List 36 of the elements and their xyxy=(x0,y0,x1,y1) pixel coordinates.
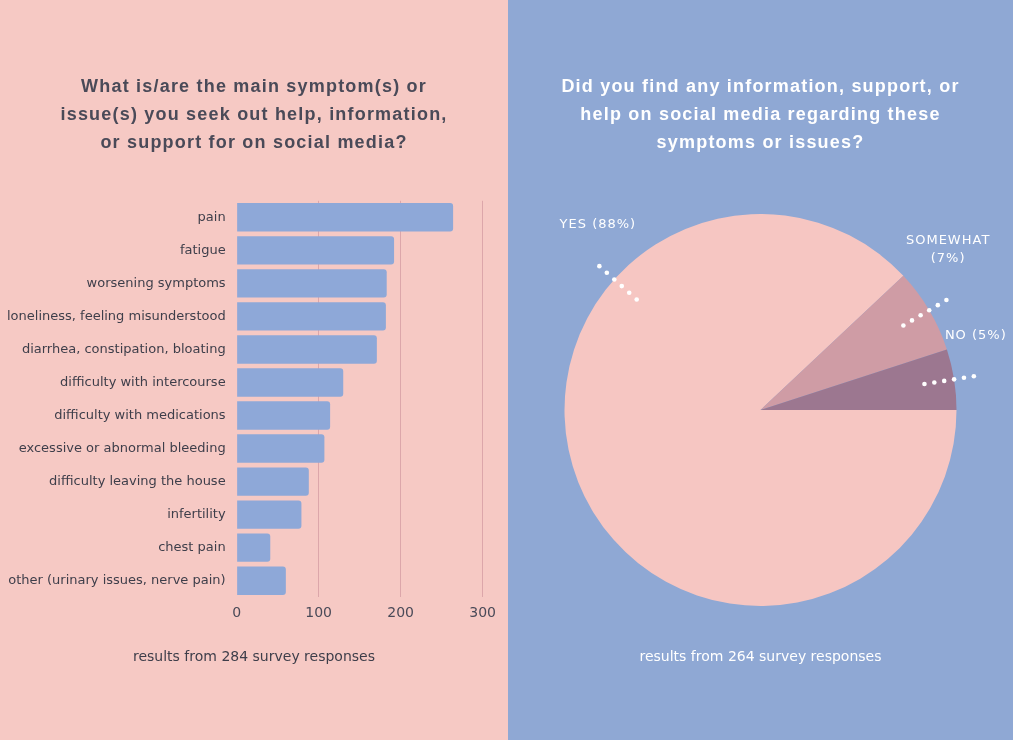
y-tick-label: fatigue xyxy=(179,241,226,257)
text: results from 264 survey responses xyxy=(638,648,883,664)
text: results from 284 survey responses xyxy=(132,648,376,664)
x-tick-label: 100 xyxy=(305,604,333,621)
x-tick-label: 200 xyxy=(387,604,415,621)
x-tick-label: 0 xyxy=(232,604,242,621)
slice-label: NO (5%) xyxy=(944,326,1007,342)
bar xyxy=(237,269,387,298)
bar xyxy=(237,203,454,232)
x-tick-label: 300 xyxy=(469,604,497,621)
data-label: (7%) xyxy=(930,249,966,265)
y-tick-label: diarrhea, constipation, bloating xyxy=(21,340,226,356)
bar xyxy=(237,533,271,562)
bar xyxy=(237,236,395,265)
y-tick-label: difficulty with intercourse xyxy=(60,373,226,389)
y-tick-label: difficulty leaving the house xyxy=(49,472,226,488)
y-tick-label: difficulty with medications xyxy=(54,406,226,422)
y-tick-label: loneliness, feeling misunderstood xyxy=(6,307,226,323)
bar xyxy=(237,335,377,364)
y-tick-label: worsening symptoms xyxy=(86,274,226,290)
bar xyxy=(237,302,386,331)
slice-label: SOMEWHAT xyxy=(905,231,991,247)
bar xyxy=(237,368,344,397)
bar xyxy=(237,434,325,463)
y-tick-label: other (urinary issues, nerve pain) xyxy=(8,572,226,588)
y-tick-label: pain xyxy=(197,208,226,224)
bar xyxy=(237,500,302,529)
chart-title: Did you find any information, support, or help on social media regarding these symptoms or issues? xyxy=(560,75,961,154)
y-tick-label: infertility xyxy=(167,505,226,521)
bar xyxy=(237,566,286,595)
slice-label: YES (88%) xyxy=(558,215,637,231)
bar xyxy=(237,401,331,430)
bar xyxy=(237,467,309,496)
chart-title: What is/are the main symptom(s) or issue(s) you seek out help, information, or support for on social media? xyxy=(59,75,449,154)
y-tick-label: chest pain xyxy=(158,539,226,555)
y-tick-label: excessive or abnormal bleeding xyxy=(18,439,226,455)
